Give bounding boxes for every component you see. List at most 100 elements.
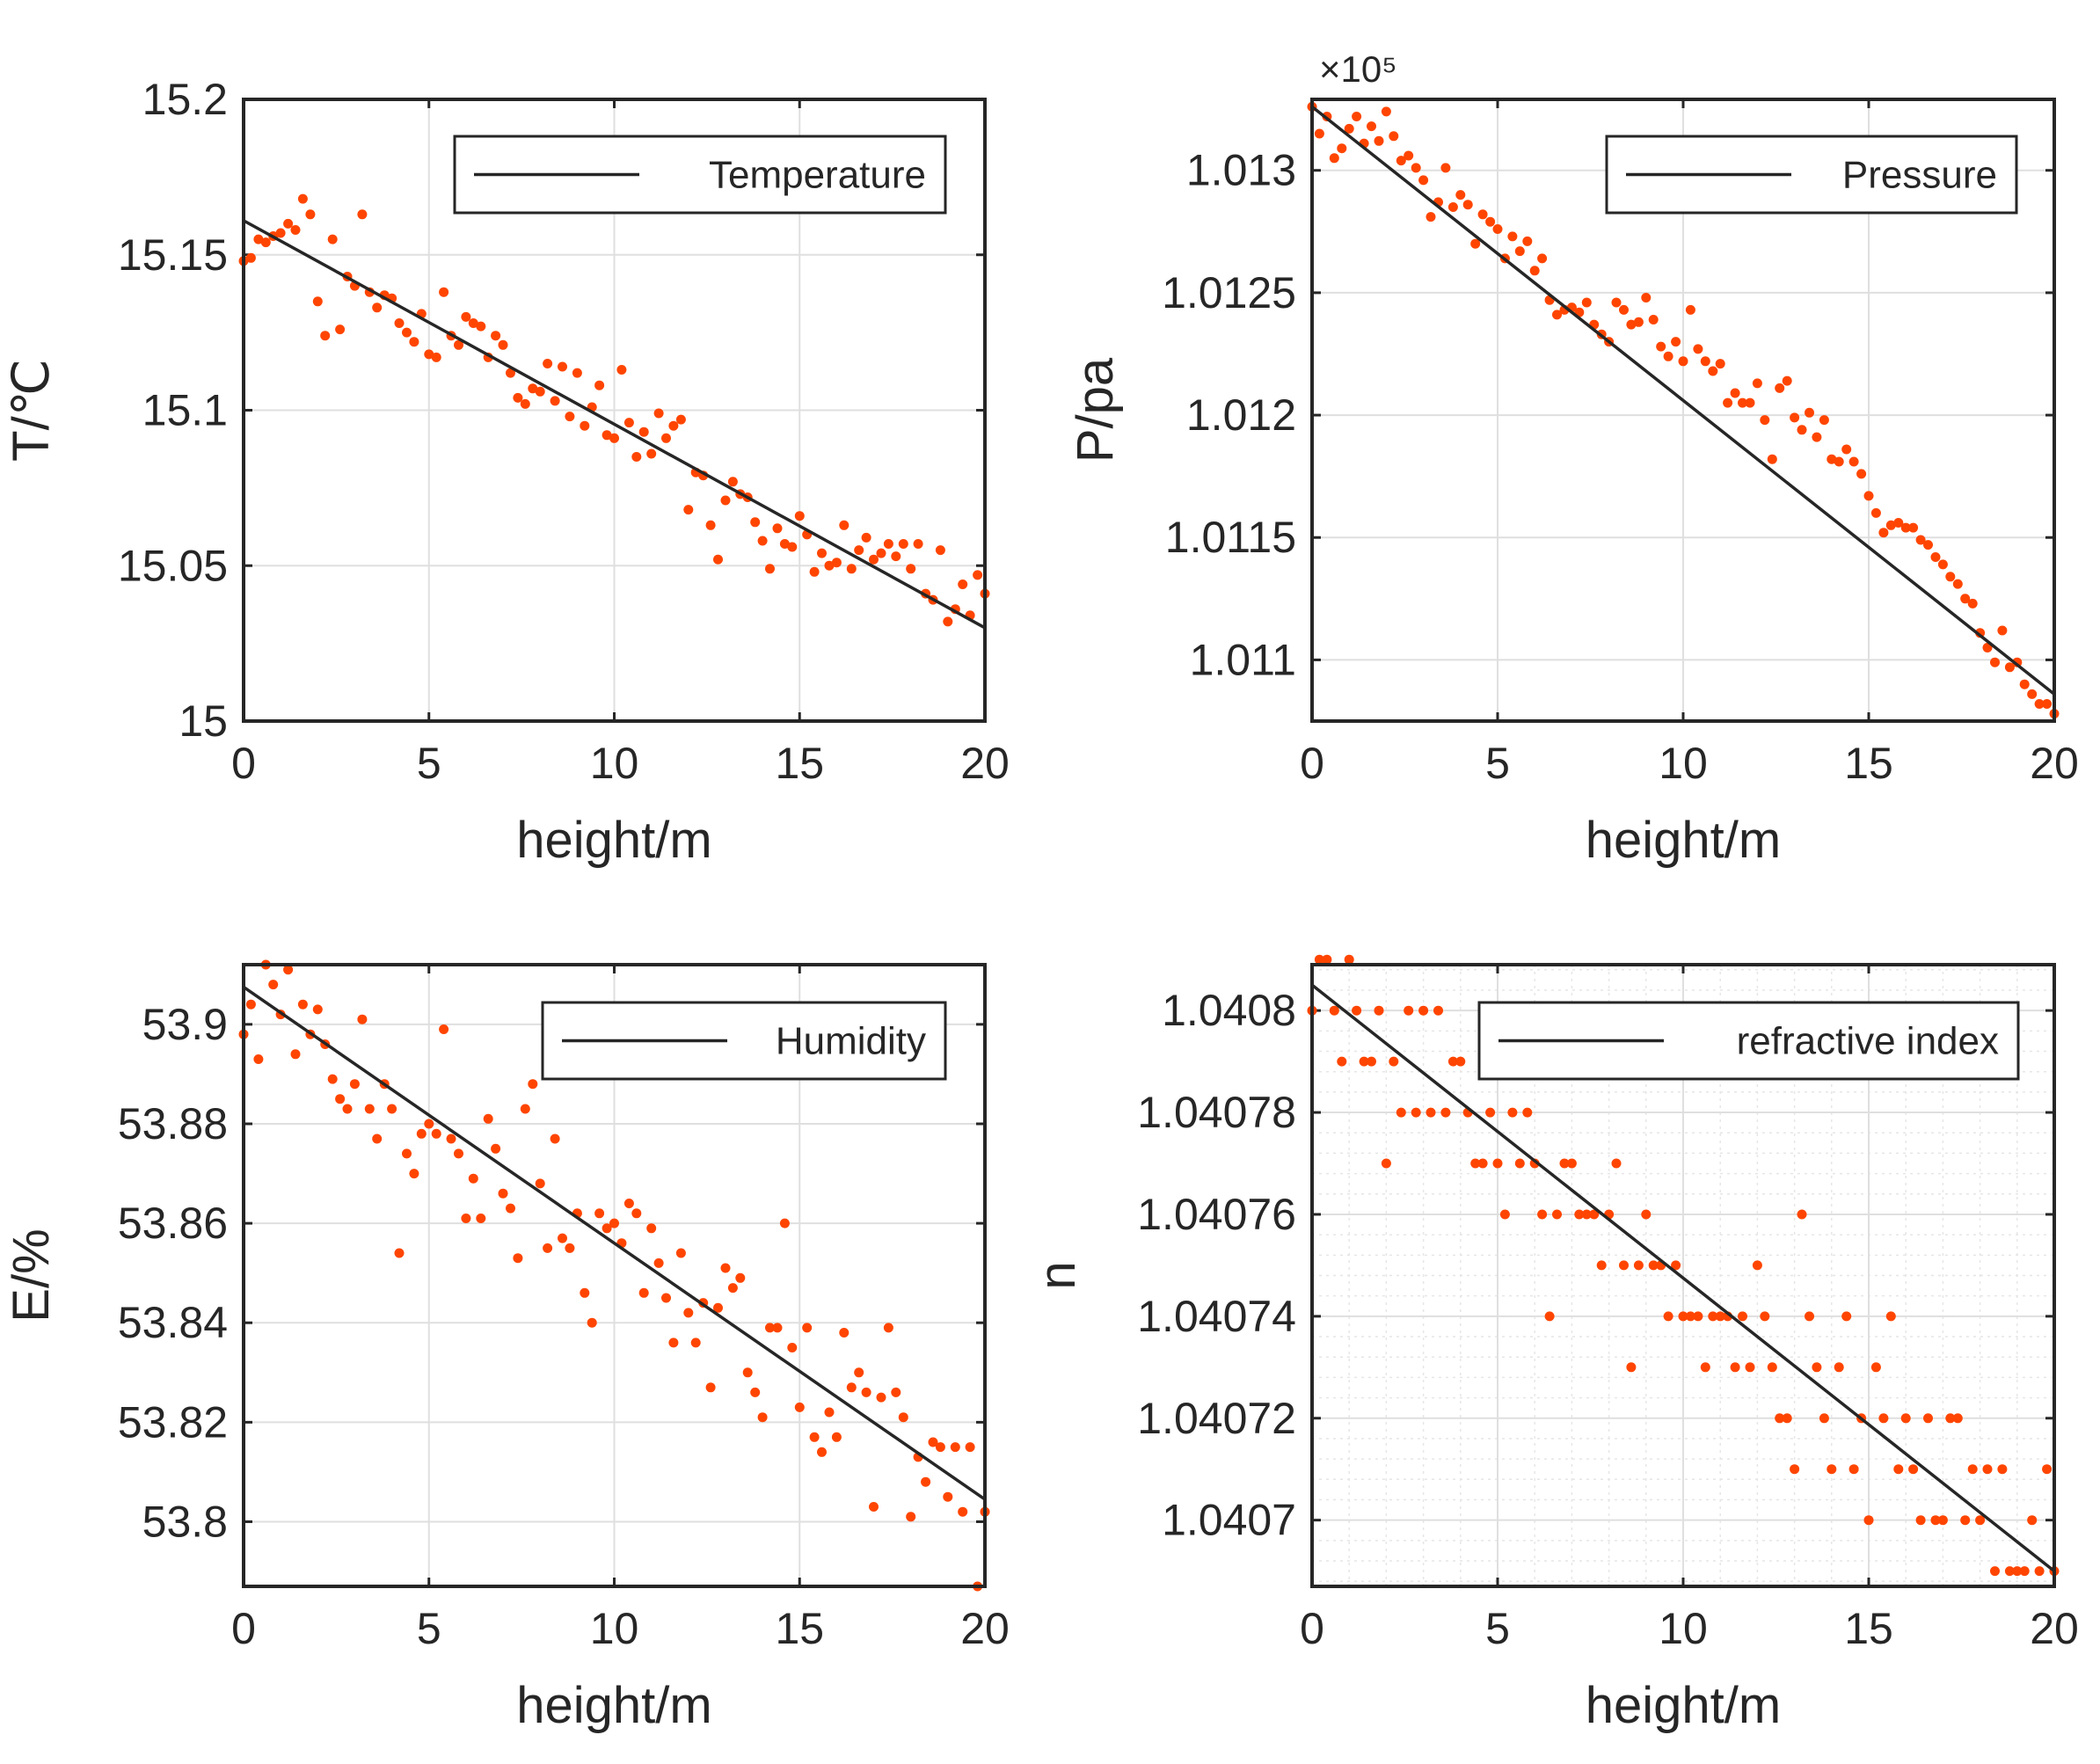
data-point bbox=[609, 433, 619, 443]
data-point bbox=[935, 1442, 945, 1453]
data-point bbox=[1411, 163, 1421, 173]
y-tick-label: 1.0125 bbox=[1162, 268, 1296, 317]
data-point bbox=[1537, 1209, 1548, 1220]
data-point bbox=[461, 311, 471, 322]
data-point bbox=[1967, 1464, 1978, 1475]
legend: Temperature bbox=[453, 135, 947, 215]
data-point bbox=[765, 564, 775, 574]
data-point bbox=[1982, 643, 1993, 652]
data-point bbox=[1730, 388, 1740, 398]
data-point bbox=[402, 327, 412, 338]
data-point bbox=[1723, 397, 1733, 408]
data-point bbox=[483, 1113, 493, 1124]
data-point bbox=[1641, 293, 1652, 303]
x-tick-label: 10 bbox=[1659, 1604, 1708, 1653]
data-point bbox=[1329, 1005, 1339, 1016]
data-point bbox=[290, 225, 301, 235]
legend-label: Humidity bbox=[776, 1020, 926, 1063]
y-tick-label: 15 bbox=[179, 696, 228, 746]
data-point bbox=[653, 408, 664, 419]
data-point bbox=[675, 414, 686, 425]
data-point bbox=[742, 1367, 753, 1378]
x-tick-label: 0 bbox=[231, 1604, 256, 1653]
data-point bbox=[260, 237, 271, 248]
data-point bbox=[1470, 1158, 1481, 1169]
data-point bbox=[1596, 1260, 1607, 1271]
y-tick-label: 1.04078 bbox=[1137, 1088, 1296, 1137]
data-point bbox=[1485, 1107, 1496, 1118]
x-tick-label: 5 bbox=[417, 1604, 441, 1653]
data-point bbox=[513, 392, 523, 403]
data-point bbox=[387, 1104, 397, 1114]
data-point bbox=[1708, 1311, 1718, 1322]
data-point bbox=[1581, 1209, 1592, 1220]
data-point bbox=[638, 426, 649, 437]
data-point bbox=[1945, 1413, 1956, 1424]
data-point bbox=[1404, 1005, 1414, 1016]
data-point bbox=[824, 560, 835, 571]
data-point bbox=[543, 359, 553, 368]
data-point bbox=[528, 1079, 538, 1090]
data-point bbox=[631, 452, 642, 462]
data-point bbox=[1870, 507, 1881, 518]
data-point bbox=[609, 1218, 619, 1228]
data-point bbox=[1663, 1311, 1673, 1322]
data-point bbox=[1885, 520, 1896, 530]
y-tick-label: 15.1 bbox=[142, 386, 228, 435]
data-point bbox=[2012, 1566, 2023, 1577]
data-point bbox=[1352, 1005, 1362, 1016]
data-point bbox=[727, 477, 738, 487]
data-point bbox=[1566, 1158, 1577, 1169]
data-point bbox=[349, 1079, 360, 1090]
y-tick-label: 15.05 bbox=[118, 541, 228, 590]
data-point bbox=[1426, 1107, 1436, 1118]
data-point bbox=[468, 318, 478, 328]
data-point bbox=[506, 1203, 515, 1214]
data-point bbox=[454, 339, 463, 350]
y-tick-label: 1.011 bbox=[1190, 635, 1296, 684]
data-point bbox=[1900, 522, 1911, 533]
x-tick-label: 20 bbox=[2030, 739, 2079, 788]
data-point bbox=[2027, 689, 2038, 699]
data-point bbox=[1426, 212, 1436, 222]
data-point bbox=[794, 1402, 805, 1412]
x-axis-label: height/m bbox=[516, 1677, 711, 1734]
data-point bbox=[1671, 1260, 1681, 1271]
x-tick-label: 10 bbox=[590, 1604, 639, 1653]
data-point bbox=[594, 380, 605, 390]
data-point bbox=[454, 1148, 463, 1159]
data-point bbox=[245, 252, 256, 263]
data-point bbox=[1552, 1209, 1562, 1220]
data-point bbox=[1990, 657, 2000, 667]
y-axis-label: P/pa bbox=[1067, 357, 1124, 463]
data-point bbox=[431, 1128, 441, 1139]
data-point bbox=[817, 1447, 827, 1457]
legend-label: refractive index bbox=[1737, 1020, 1999, 1063]
x-tick-label: 20 bbox=[960, 739, 1010, 788]
data-point bbox=[1359, 1056, 1369, 1067]
y-axis-exponent-label: ×10⁵ bbox=[1319, 48, 1397, 90]
data-point bbox=[2034, 699, 2045, 709]
data-point bbox=[520, 398, 530, 409]
chart-panel-humidity: 0 5 10 15 20 53.8 53.82 53.84 53.86 53.88 53.9 Humi… bbox=[3, 959, 1010, 1734]
data-point bbox=[1663, 351, 1673, 361]
data-point bbox=[1812, 432, 1822, 442]
x-tick-label: 15 bbox=[1844, 1604, 1893, 1653]
data-point bbox=[1641, 1209, 1652, 1220]
data-point bbox=[2019, 1566, 2030, 1577]
data-point bbox=[869, 1502, 879, 1512]
data-point bbox=[372, 303, 383, 313]
data-point bbox=[1492, 224, 1503, 234]
y-tick-label: 53.86 bbox=[118, 1199, 228, 1248]
y-tick-label: 53.8 bbox=[142, 1497, 228, 1546]
legend-label: Pressure bbox=[1842, 154, 1997, 197]
data-point bbox=[2034, 1566, 2045, 1577]
data-point bbox=[1700, 356, 1710, 367]
data-point bbox=[1396, 156, 1406, 166]
y-tick-label: 1.04076 bbox=[1137, 1190, 1296, 1239]
data-point bbox=[1411, 1107, 1421, 1118]
data-point bbox=[1626, 319, 1637, 330]
data-point bbox=[1455, 190, 1466, 200]
data-point bbox=[846, 1382, 857, 1393]
